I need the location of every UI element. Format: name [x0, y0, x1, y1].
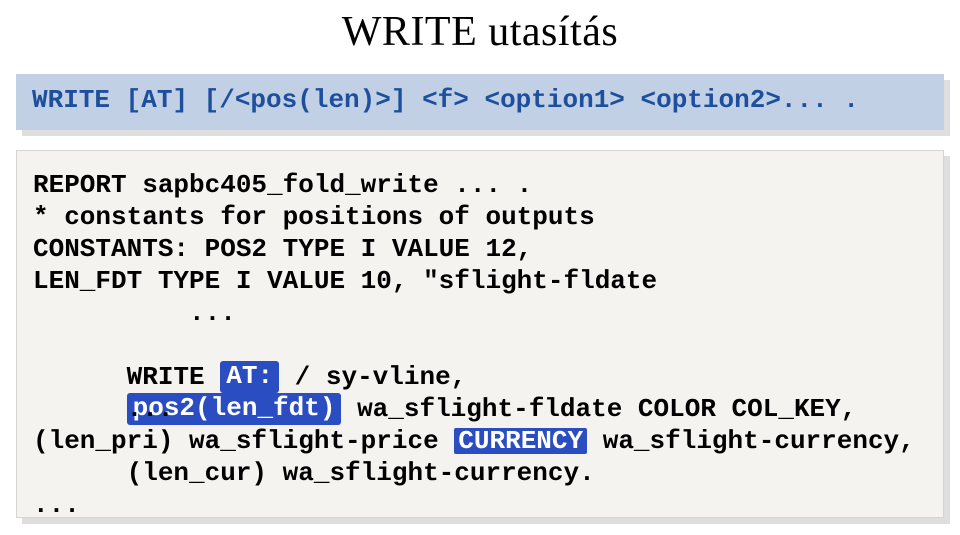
- code-line-8: ...: [33, 393, 927, 425]
- syntax-line: WRITE [AT] [/<pos(len)>] <f> <option1> <…: [32, 84, 928, 116]
- code-line-1: REPORT sapbc405_fold_write ... .: [33, 169, 927, 201]
- highlight-currency: CURRENCY: [454, 428, 587, 454]
- code-line-2: * constants for positions of outputs: [33, 201, 927, 233]
- code-line-9: (len_pri) wa_sflight-price CURRENCY wa_s…: [33, 425, 927, 457]
- syntax-box: WRITE [AT] [/<pos(len)>] <f> <option1> <…: [16, 74, 944, 130]
- code-9a: (len_pri) wa_sflight-price: [33, 426, 454, 456]
- code-line-11: ...: [33, 489, 927, 521]
- code-line-10: (len_cur) wa_sflight-currency.: [33, 457, 927, 489]
- code-line-6: WRITE AT: / sy-vline,: [33, 329, 927, 361]
- code-line-3: CONSTANTS: POS2 TYPE I VALUE 12,: [33, 233, 927, 265]
- code-line-4: LEN_FDT TYPE I VALUE 10, "sflight-fldate: [33, 265, 927, 297]
- slide-container: WRITE utasítás WRITE [AT] [/<pos(len)>] …: [0, 0, 960, 535]
- code-line-7: pos2(len_fdt) wa_sflight-fldate COLOR CO…: [33, 361, 927, 393]
- code-9b: wa_sflight-currency,: [587, 426, 915, 456]
- code-box: REPORT sapbc405_fold_write ... . * const…: [16, 150, 944, 518]
- slide-title: WRITE utasítás: [0, 8, 960, 56]
- code-line-5: ...: [33, 297, 927, 329]
- code-4b: "sflight-fldate: [407, 266, 657, 296]
- code-4a: LEN_FDT TYPE I VALUE 10,: [33, 266, 407, 296]
